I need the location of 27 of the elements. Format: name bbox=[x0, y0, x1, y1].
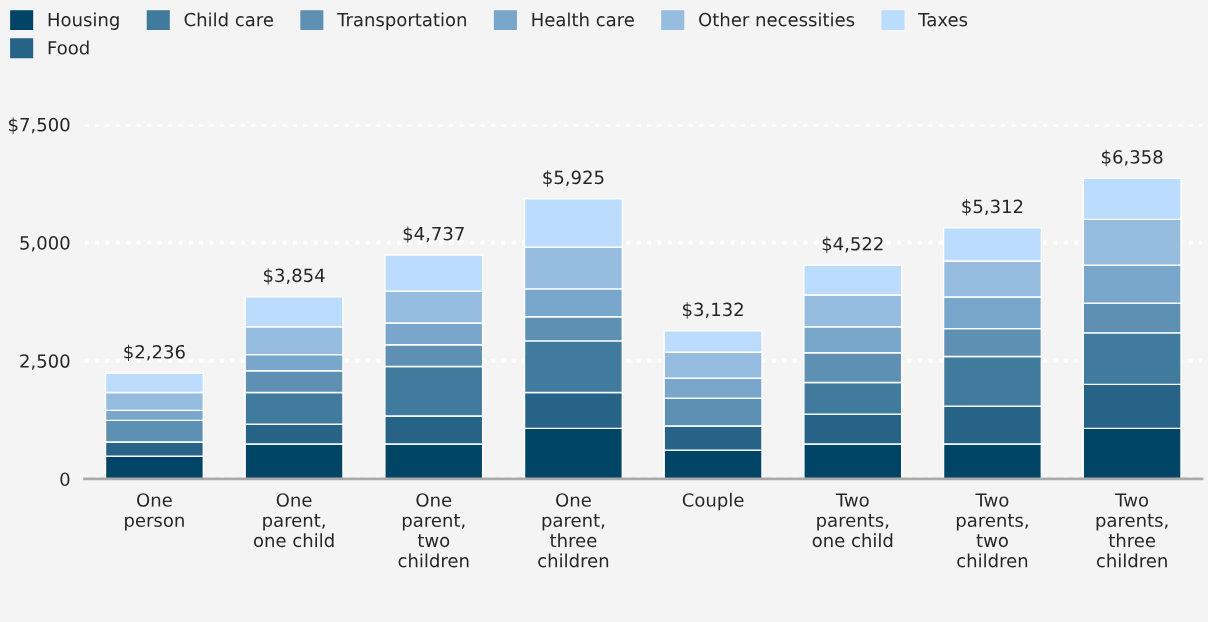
total-label: $4,522 bbox=[822, 236, 883, 253]
x-tick-label: One parent, one child bbox=[253, 493, 334, 548]
x-tick-label: Two parents, three children bbox=[1096, 493, 1168, 568]
y-tick-label: 2,500 bbox=[20, 354, 70, 370]
x-tick-label: Couple bbox=[682, 492, 744, 511]
total-label: $6,358 bbox=[1102, 149, 1163, 167]
y-tick-label: 5,000 bbox=[20, 236, 70, 252]
total-label: $5,925 bbox=[543, 170, 604, 187]
total-label: $3,854 bbox=[263, 268, 325, 285]
legend-label: Taxes bbox=[918, 13, 968, 27]
legend-label: Other necessities bbox=[699, 12, 855, 27]
legend-label: Housing bbox=[48, 12, 119, 30]
total-label: $4,737 bbox=[403, 226, 464, 243]
total-label: $5,312 bbox=[962, 199, 1023, 216]
legend-label: Transportation bbox=[337, 12, 466, 30]
y-tick-label: 0 bbox=[60, 472, 70, 487]
x-tick-label: Two parents, two children bbox=[956, 493, 1028, 568]
legend-label: Child care bbox=[184, 12, 273, 27]
total-label: $2,236 bbox=[124, 344, 185, 362]
x-tick-label: One person bbox=[125, 493, 184, 531]
x-tick-label: Two parents, one child bbox=[812, 493, 893, 548]
y-tick-label: $7,500 bbox=[8, 117, 70, 134]
legend-label: Food bbox=[48, 40, 89, 55]
legend-label: Health care bbox=[532, 12, 634, 27]
x-tick-label: One parent, three children bbox=[538, 493, 609, 568]
total-label: $3,132 bbox=[683, 302, 743, 319]
x-tick-label: One parent, two children bbox=[398, 493, 469, 568]
